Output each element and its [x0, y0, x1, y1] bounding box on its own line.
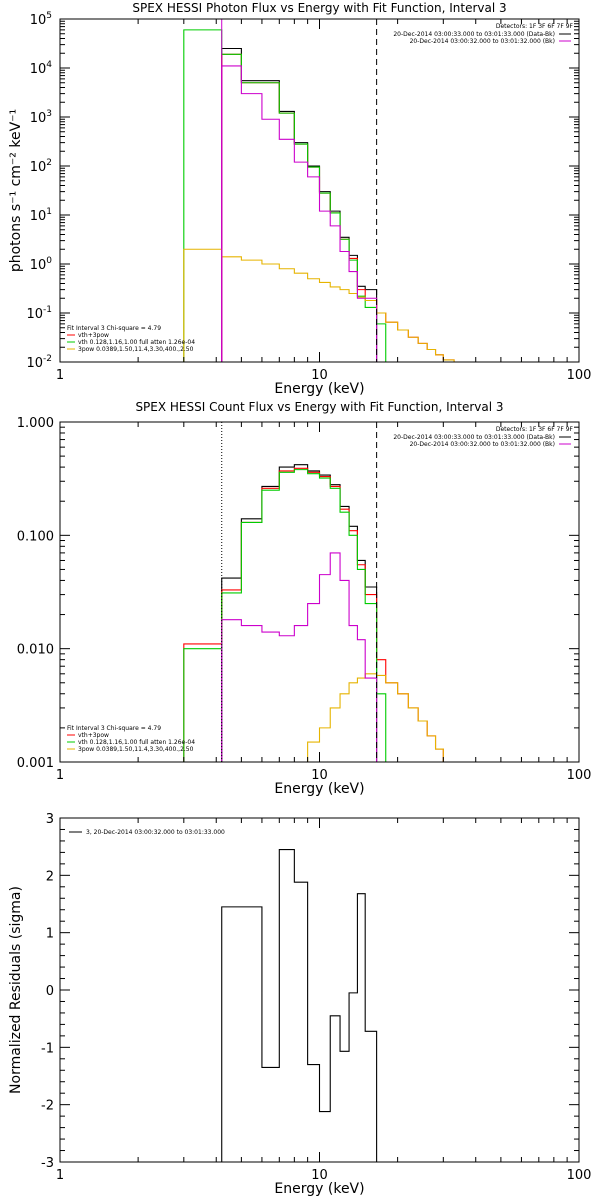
y-tick-label: 0	[46, 984, 54, 999]
fit-legend-text: Fit Interval 3 Chi-square = 4.79	[67, 325, 161, 332]
x-axis-label: Energy (keV)	[274, 1181, 364, 1197]
series-0-line	[221, 464, 378, 762]
x-tick-label: 10	[311, 368, 328, 383]
fit-legend-text: vth+3pow	[78, 732, 109, 739]
y-tick-label: -1	[41, 1041, 54, 1056]
residual-legend-text: 3, 20-Dec-2014 03:00:32.000 to 03:01:33.…	[86, 829, 225, 836]
y-tick-label: 101	[30, 207, 52, 224]
fit-legend-text: vth+3pow	[78, 332, 109, 339]
x-tick-label: 10	[311, 768, 328, 783]
y-tick-label: 1	[46, 927, 54, 942]
x-tick-label: 100	[567, 768, 592, 783]
y-tick-label: 100	[30, 256, 53, 273]
time-legend-text: 20-Dec-2014 03:00:32.000 to 03:01:32.000…	[410, 38, 555, 45]
y-tick-label: 10-2	[26, 354, 52, 371]
x-tick-label: 100	[567, 1168, 592, 1183]
fit-legend-text: 3pow 0.0389,1.50,11.4,3.30,400.,2.50	[78, 346, 194, 353]
x-tick-label: 1	[56, 1168, 64, 1183]
y-tick-label: 2	[46, 869, 54, 884]
series-1-line	[183, 467, 455, 762]
series-1-line	[221, 53, 455, 362]
time-legend-text: 20-Dec-2014 03:00:33.000 to 03:01:33.000…	[393, 31, 555, 38]
x-axis-label: Energy (keV)	[274, 781, 364, 797]
y-tick-label: 0.100	[17, 529, 54, 544]
series-0-line	[221, 848, 378, 1162]
y-tick-label: 0.010	[17, 643, 54, 658]
y-tick-label: -3	[41, 1156, 54, 1171]
detectors-label: Detectors: 1F 3F 6F 7F 9F	[496, 426, 574, 433]
detectors-label: Detectors: 1F 3F 6F 7F 9F	[496, 23, 574, 30]
y-tick-label: 104	[30, 60, 53, 77]
series-2-line	[183, 469, 387, 762]
x-tick-label: 10	[311, 1168, 328, 1183]
time-legend-text: 20-Dec-2014 03:00:32.000 to 03:01:32.000…	[410, 441, 555, 448]
y-tick-label: 103	[30, 109, 52, 126]
y-tick-label: 0.001	[17, 756, 54, 771]
series-3-line	[294, 673, 455, 762]
y-tick-label: 1.000	[17, 416, 54, 431]
series-0-line	[221, 47, 378, 362]
y-tick-label: 102	[30, 158, 52, 175]
fit-legend-text: vth 0.128,1.16,1.00 full atten 1.26e-04	[78, 739, 195, 746]
y-tick-label: -2	[41, 1099, 54, 1114]
y-axis-label: Normalized Residuals (sigma)	[8, 886, 24, 1094]
x-tick-label: 100	[567, 368, 592, 383]
x-tick-label: 1	[56, 368, 64, 383]
series-4-line	[221, 65, 378, 362]
chart-title: SPEX HESSI Count Flux vs Energy with Fit…	[135, 400, 503, 414]
count-flux-panel: SPEX HESSI Count Flux vs Energy with Fit…	[17, 400, 592, 797]
time-legend-text: 20-Dec-2014 03:00:33.000 to 03:01:33.000…	[393, 434, 555, 441]
photon-flux-panel: SPEX HESSI Photon Flux vs Energy with Fi…	[8, 1, 591, 397]
y-tick-label: 10-1	[26, 305, 52, 322]
series-2-line	[183, 29, 387, 362]
y-tick-label: 3	[46, 812, 54, 827]
fit-legend-text: Fit Interval 3 Chi-square = 4.79	[67, 725, 161, 732]
x-axis-label: Energy (keV)	[274, 381, 364, 397]
chart-title: SPEX HESSI Photon Flux vs Energy with Fi…	[132, 1, 506, 15]
series-4-line	[221, 552, 378, 762]
series-3-line	[183, 248, 455, 362]
y-axis-label: photons s⁻¹ cm⁻² keV⁻¹	[8, 109, 24, 272]
x-tick-label: 1	[56, 768, 64, 783]
y-tick-label: 105	[30, 11, 52, 28]
fit-legend-text: 3pow 0.0389,1.50,11.4,3.30,400.,2.50	[78, 746, 194, 753]
fit-legend-text: vth 0.128,1.16,1.00 full atten 1.26e-04	[78, 339, 195, 346]
